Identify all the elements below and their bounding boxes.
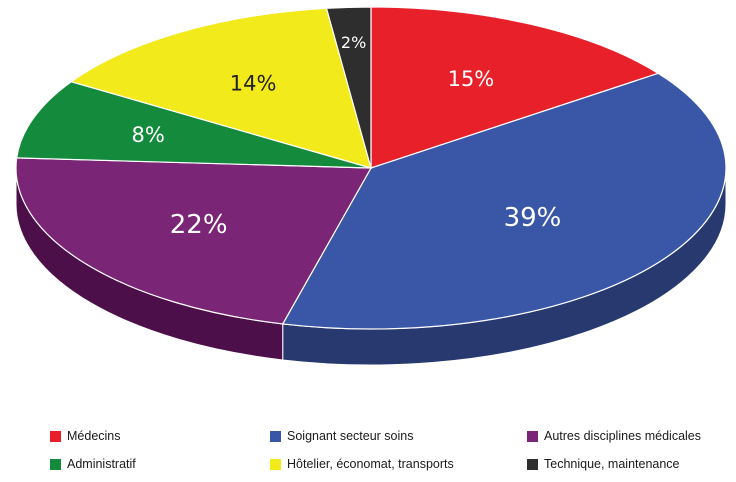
slice-label-medecins: 15%: [448, 67, 495, 91]
pie-slice-autres-disciplines-medicales: [15, 157, 373, 325]
slice-label-hotelier-economat-transports: 14%: [230, 72, 277, 96]
slice-label-soignant-secteur-soins: 39%: [504, 203, 562, 233]
slice-labels: 15% 39% 22% 8% 14% 2%: [132, 33, 562, 240]
pie-slices: [15, 6, 727, 330]
pie-slice-administratif: [16, 81, 372, 169]
slice-label-administratif: 8%: [132, 123, 165, 147]
pie-slice-technique-maintenance: [325, 6, 372, 169]
slice-label-technique-maintenance: 2%: [341, 33, 366, 52]
pie-slice-soignant-secteur-soins: [281, 72, 727, 330]
pie-slice-hotelier-economat-transports: [69, 7, 372, 169]
slice-label-autres-disciplines-medicales: 22%: [170, 210, 228, 240]
pie-slice-medecins: [370, 6, 660, 169]
